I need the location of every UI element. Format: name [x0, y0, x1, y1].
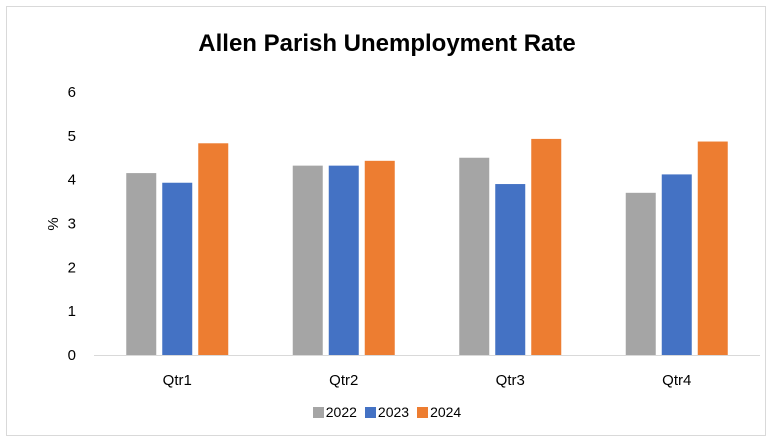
bar-2023-Qtr1	[162, 182, 193, 355]
bar-2024-Qtr4	[697, 141, 728, 355]
y-tick-label: 2	[68, 259, 76, 276]
bar-2023-Qtr2	[328, 165, 359, 355]
x-tick-label: Qtr3	[496, 372, 525, 389]
chart-legend: 2022 2023 2024	[0, 404, 774, 420]
bar-2024-Qtr3	[531, 138, 562, 355]
legend-label: 2022	[325, 404, 357, 420]
legend-label: 2024	[430, 404, 462, 420]
bar-2022-Qtr3	[459, 157, 490, 355]
legend-label: 2023	[377, 404, 410, 420]
x-tick-label: Qtr4	[662, 372, 691, 389]
legend-swatch	[312, 406, 324, 418]
bar-2024-Qtr2	[364, 160, 395, 355]
y-tick-label: 4	[68, 172, 76, 189]
legend-swatch	[364, 406, 376, 418]
y-tick-label: 6	[68, 84, 76, 101]
bar-2022-Qtr4	[625, 192, 656, 355]
y-tick-label: 5	[68, 128, 76, 145]
legend-item-2022: 2022	[312, 404, 357, 420]
legend-item-2023: 2023	[364, 404, 410, 420]
legend-swatch	[417, 406, 429, 418]
legend-item-2024: 2024	[417, 404, 461, 420]
y-tick-label: 3	[68, 216, 76, 233]
bar-2022-Qtr1	[126, 173, 157, 355]
y-tick-label: 0	[68, 347, 76, 364]
y-axis-label: %	[45, 217, 62, 230]
bar-2023-Qtr3	[495, 184, 526, 355]
bar-2024-Qtr1	[198, 143, 229, 355]
bar-2023-Qtr4	[661, 174, 692, 355]
y-tick-label: 1	[68, 303, 76, 320]
chart-title: Allen Parish Unemployment Rate	[198, 30, 576, 57]
x-tick-label: Qtr2	[329, 372, 358, 389]
bar-2022-Qtr2	[292, 165, 323, 355]
x-tick-label: Qtr1	[163, 372, 192, 389]
